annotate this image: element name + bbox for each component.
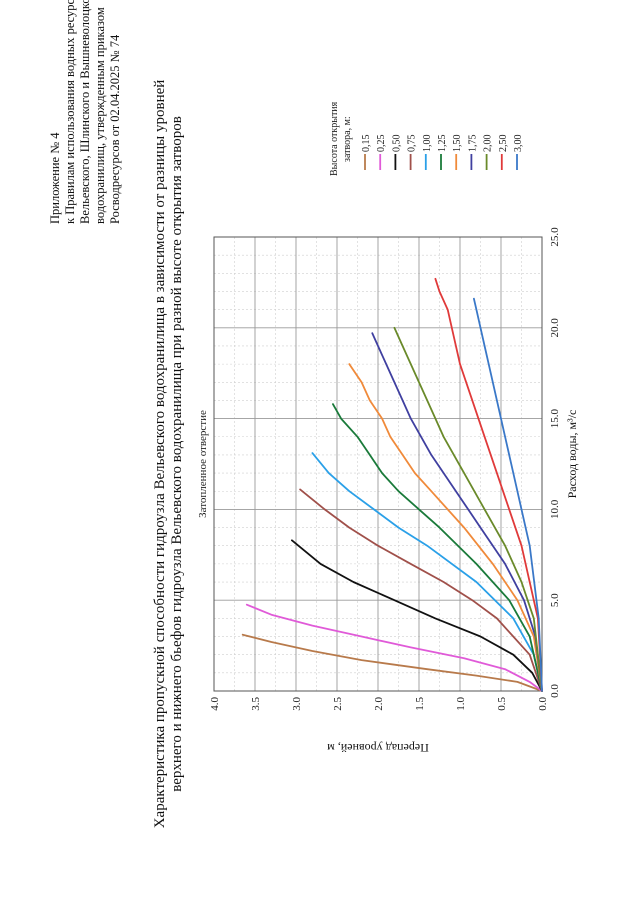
y-tick-label: 2.5 <box>332 697 344 711</box>
y-tick-label: 0.5 <box>496 697 508 711</box>
series-line-0-15 <box>241 633 543 692</box>
y-tick-label: 4.0 <box>209 697 221 711</box>
x-tick-label: 0.0 <box>549 684 561 698</box>
legend-label: 2,50 <box>498 135 509 153</box>
x-tick-label: 10.0 <box>549 499 561 519</box>
series-line-1-50 <box>348 363 543 692</box>
series-line-1-00 <box>311 452 543 692</box>
y-tick-label: 1.0 <box>455 697 467 711</box>
legend-label: 1,25 <box>437 135 448 153</box>
series-line-1-25 <box>332 403 543 692</box>
series-line-0-50 <box>291 539 543 692</box>
series-line-0-75 <box>299 488 543 692</box>
legend-label: 0,25 <box>376 135 387 153</box>
y-tick-label: 2.0 <box>373 697 385 711</box>
y-tick-label: 3.5 <box>250 697 262 711</box>
chart-subtitle: Затопленное отверстие <box>197 410 209 518</box>
legend-label: 1,50 <box>452 135 463 153</box>
x-tick-label: 20.0 <box>549 318 561 338</box>
x-tick-label: 15.0 <box>549 408 561 428</box>
plot-frame <box>213 236 543 692</box>
series-line-0-25 <box>245 603 543 692</box>
series-line-1-75 <box>371 332 543 692</box>
x-tick-label: 5.0 <box>549 593 561 607</box>
legend-label: 0,15 <box>361 135 372 153</box>
series-line-2-50 <box>434 277 543 692</box>
legend-label: 0,50 <box>391 135 402 153</box>
y-tick-label: 3.0 <box>291 697 303 711</box>
y-tick-label: 0.0 <box>537 697 549 711</box>
legend-label: 1,00 <box>422 135 433 153</box>
y-tick-label: 1.5 <box>414 697 426 711</box>
legend-label: 2,00 <box>483 135 494 153</box>
legend-title-line-2: затвора, м: <box>342 116 353 162</box>
legend-title-line-1: Высота открытия <box>329 101 340 176</box>
x-axis-label: Расход воды, м³/с <box>565 410 579 499</box>
legend-label: 3,00 <box>513 135 524 153</box>
y-axis-label: Перепад уровней, м <box>327 741 429 755</box>
legend-label: 0,75 <box>407 135 418 153</box>
x-tick-label: 25.0 <box>549 227 561 247</box>
series-line-3-00 <box>473 297 543 692</box>
series-line-2-00 <box>393 326 543 692</box>
legend-label: 1,75 <box>467 135 478 153</box>
